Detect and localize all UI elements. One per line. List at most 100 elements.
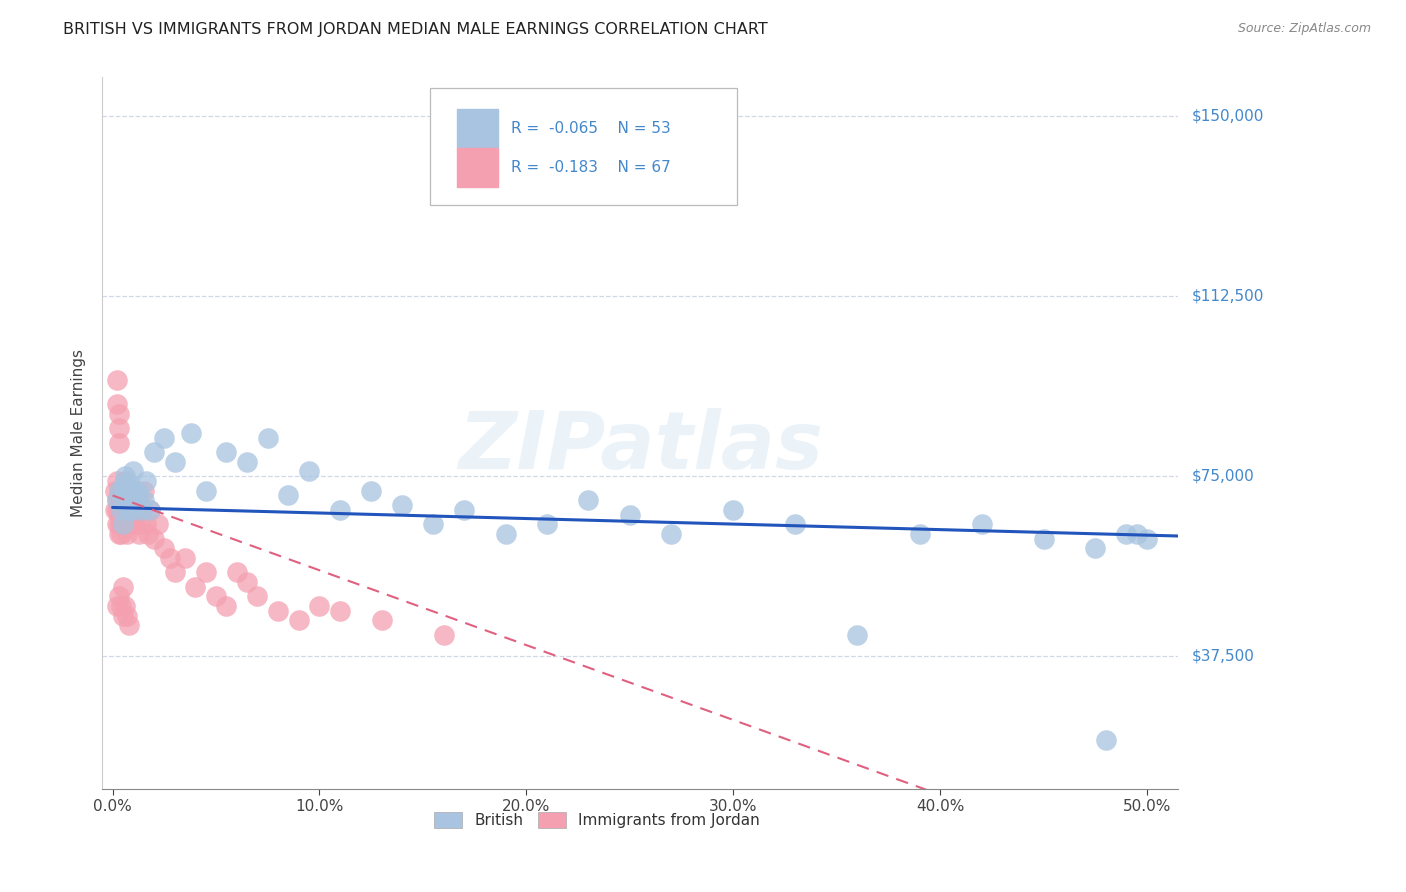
Point [391,498,413,512]
Point [308,599,330,613]
Point [163,455,186,469]
Point [132,493,155,508]
Point [1115,527,1137,541]
Point [267,604,290,618]
Text: BRITISH VS IMMIGRANTS FROM JORDAN MEDIAN MALE EARNINGS CORRELATION CHART: BRITISH VS IMMIGRANTS FROM JORDAN MEDIAN… [63,22,768,37]
Point [785,517,807,532]
Point [115,608,138,623]
Point [225,566,247,580]
Point [174,550,197,565]
Point [104,483,127,498]
Point [360,483,382,498]
Point [105,493,128,508]
Point [105,373,128,387]
Text: $112,500: $112,500 [1192,288,1264,303]
Point [122,483,145,498]
Point [908,527,931,541]
Point [115,493,138,508]
Point [127,493,149,508]
Point [111,608,134,623]
Point [118,508,141,522]
Point [122,503,145,517]
Point [122,503,145,517]
Point [107,435,129,450]
Point [180,425,202,440]
Point [153,541,176,556]
Point [110,503,132,517]
Text: ZIPatlas: ZIPatlas [458,409,823,486]
Point [118,517,141,532]
Point [105,397,128,411]
Point [370,613,392,627]
Point [128,488,150,502]
Point [215,599,238,613]
Point [107,590,129,604]
Point [110,503,132,517]
Point [115,517,138,532]
Point [1094,733,1116,747]
Point [142,445,165,459]
Point [619,508,641,522]
Point [846,628,869,642]
Point [110,599,132,613]
Point [111,503,134,517]
Point [115,498,138,512]
Bar [457,109,498,148]
Point [111,517,134,532]
Text: R =  -0.065    N = 53: R = -0.065 N = 53 [512,120,671,136]
Point [118,483,141,498]
Point [111,493,134,508]
Point [120,493,142,508]
Point [114,474,136,488]
Point [105,503,128,517]
Point [124,517,146,532]
Point [124,493,146,508]
Point [578,493,600,508]
Point [128,517,150,532]
Point [659,527,682,541]
Point [124,508,146,522]
Legend: British, Immigrants from Jordan: British, Immigrants from Jordan [429,806,766,834]
Point [114,517,136,532]
Text: $150,000: $150,000 [1192,108,1264,123]
Point [135,474,157,488]
Point [288,613,311,627]
Point [120,479,142,493]
Point [422,517,444,532]
Point [1032,532,1054,546]
Point [114,488,136,502]
Point [136,527,159,541]
Point [236,455,259,469]
Text: Source: ZipAtlas.com: Source: ZipAtlas.com [1237,22,1371,36]
Point [107,517,129,532]
Point [111,517,134,532]
Point [495,527,517,541]
Point [120,493,142,508]
Text: $37,500: $37,500 [1192,648,1256,664]
Point [105,599,128,613]
Point [194,566,217,580]
Point [135,517,157,532]
Point [114,503,136,517]
Point [105,517,128,532]
Point [970,517,993,532]
Point [215,445,238,459]
Point [115,474,138,488]
Point [723,503,745,517]
Point [105,474,128,488]
Point [110,483,132,498]
Point [329,503,352,517]
Point [277,488,299,502]
Point [111,580,134,594]
Point [128,527,150,541]
Point [107,421,129,435]
Point [433,628,456,642]
Point [1136,532,1159,546]
FancyBboxPatch shape [430,88,737,205]
Point [236,574,259,589]
Point [107,508,129,522]
Point [107,407,129,421]
Point [298,464,321,478]
Point [122,517,145,532]
Point [107,483,129,498]
